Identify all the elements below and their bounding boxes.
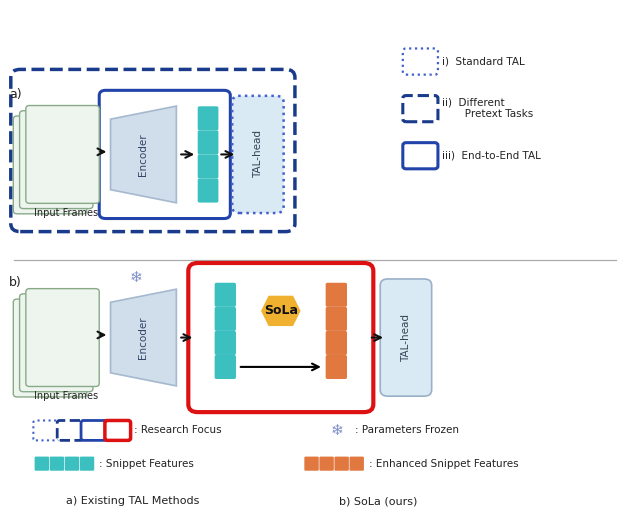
Text: : Snippet Features: : Snippet Features — [100, 459, 194, 469]
Text: Input Frames: Input Frames — [33, 391, 98, 401]
Text: b): b) — [9, 276, 21, 289]
FancyBboxPatch shape — [80, 457, 94, 471]
Text: : Parameters Frozen: : Parameters Frozen — [355, 426, 459, 436]
FancyBboxPatch shape — [326, 307, 347, 331]
FancyBboxPatch shape — [232, 96, 284, 213]
FancyBboxPatch shape — [304, 457, 319, 471]
FancyBboxPatch shape — [198, 130, 219, 155]
FancyBboxPatch shape — [326, 283, 347, 307]
FancyBboxPatch shape — [381, 279, 432, 396]
FancyBboxPatch shape — [57, 420, 83, 440]
Polygon shape — [110, 289, 176, 386]
FancyBboxPatch shape — [20, 294, 93, 392]
Text: b) SoLa (ours): b) SoLa (ours) — [338, 496, 417, 506]
FancyBboxPatch shape — [350, 457, 364, 471]
FancyBboxPatch shape — [50, 457, 64, 471]
Text: TAL-head: TAL-head — [253, 130, 263, 178]
Text: TAL-head: TAL-head — [401, 313, 411, 361]
FancyBboxPatch shape — [335, 457, 349, 471]
Polygon shape — [110, 106, 176, 203]
FancyBboxPatch shape — [403, 96, 438, 122]
Text: iii)  End-to-End TAL: iii) End-to-End TAL — [442, 151, 541, 161]
FancyBboxPatch shape — [198, 106, 219, 130]
Text: SoLa: SoLa — [264, 305, 298, 317]
Text: : Enhanced Snippet Features: : Enhanced Snippet Features — [369, 459, 518, 469]
FancyBboxPatch shape — [26, 106, 100, 204]
FancyBboxPatch shape — [215, 355, 236, 379]
FancyBboxPatch shape — [33, 420, 59, 440]
Text: Encoder: Encoder — [139, 316, 149, 359]
FancyBboxPatch shape — [35, 457, 49, 471]
Text: ❄: ❄ — [129, 270, 142, 285]
Text: Encoder: Encoder — [139, 133, 149, 176]
FancyBboxPatch shape — [319, 457, 334, 471]
FancyBboxPatch shape — [215, 307, 236, 331]
Text: ii)  Different
       Pretext Tasks: ii) Different Pretext Tasks — [442, 98, 534, 119]
FancyBboxPatch shape — [26, 289, 100, 387]
FancyBboxPatch shape — [20, 111, 93, 209]
FancyBboxPatch shape — [198, 178, 219, 203]
FancyBboxPatch shape — [105, 420, 130, 440]
FancyBboxPatch shape — [188, 263, 374, 412]
Text: a) Existing TAL Methods: a) Existing TAL Methods — [66, 496, 200, 506]
Text: a): a) — [9, 88, 21, 100]
FancyBboxPatch shape — [13, 299, 87, 397]
FancyBboxPatch shape — [403, 48, 438, 75]
FancyBboxPatch shape — [198, 155, 219, 178]
Text: : Research Focus: : Research Focus — [134, 426, 222, 436]
FancyBboxPatch shape — [326, 355, 347, 379]
FancyBboxPatch shape — [326, 331, 347, 355]
Text: Input Frames: Input Frames — [33, 208, 98, 218]
FancyBboxPatch shape — [403, 143, 438, 169]
FancyBboxPatch shape — [215, 283, 236, 307]
FancyBboxPatch shape — [65, 457, 79, 471]
Text: ❄: ❄ — [331, 423, 343, 438]
FancyBboxPatch shape — [215, 331, 236, 355]
FancyBboxPatch shape — [13, 116, 87, 214]
Text: i)  Standard TAL: i) Standard TAL — [442, 57, 525, 67]
Polygon shape — [261, 296, 301, 326]
FancyBboxPatch shape — [81, 420, 106, 440]
